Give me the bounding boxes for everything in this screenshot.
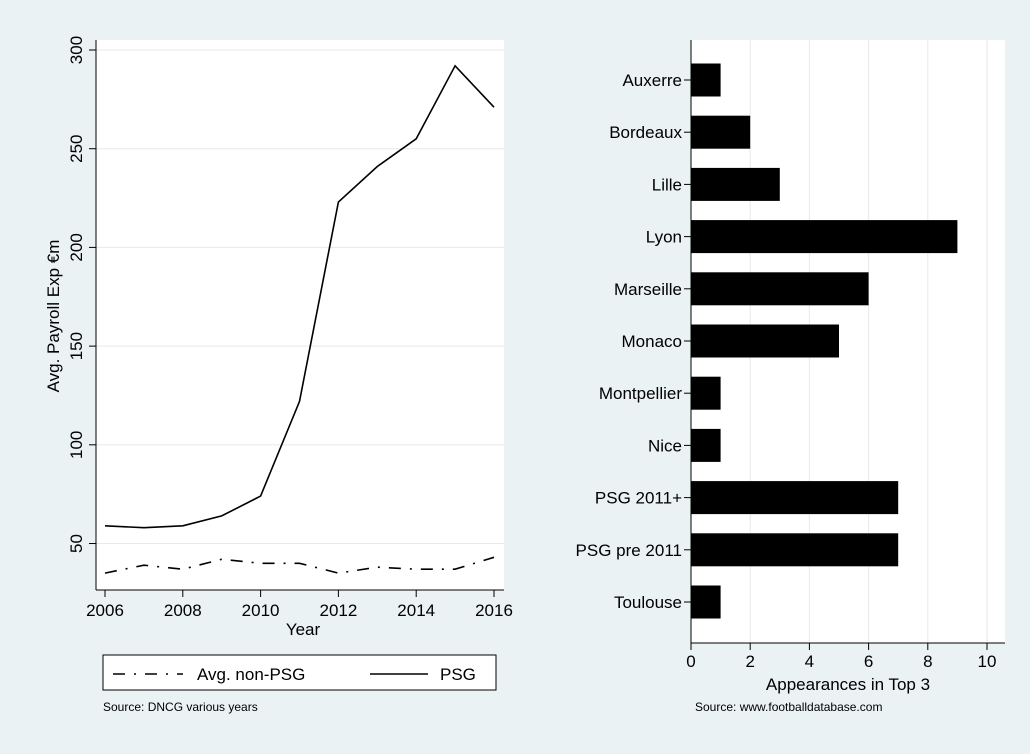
legend-label-psg: PSG [440,665,476,684]
line-y-ticks: 50 100 150 200 250 300 [67,36,96,553]
bar-x-axis-title: Appearances in Top 3 [766,675,930,694]
line-x-tick-label: 2010 [242,601,280,620]
line-chart-grid [96,49,504,545]
bar-category-labels: Auxerre Bordeaux Lille Lyon Marseille Monaco M… [576,71,691,612]
bar-monaco [691,324,839,358]
line-y-tick-label: 100 [67,431,86,459]
bar-category-label: Nice [648,436,682,455]
bar-x-tick-label: 2 [745,652,754,671]
non-psg-series-line [104,556,495,574]
line-x-ticks: 2006 2008 2010 2012 2014 2016 [86,590,513,620]
bar-x-tick-label: 0 [686,652,695,671]
line-y-tick-label: 200 [67,233,86,261]
bar-marks [691,63,958,619]
bar-category-label: Lille [652,175,682,194]
bar-lille [691,167,780,201]
bar-source-note: Source: www.footballdatabase.com [695,700,882,714]
line-series-group [104,64,495,574]
bar-category-label: PSG 2011+ [595,489,682,508]
bar-category-label: Toulouse [614,593,682,612]
line-x-tick-label: 2006 [86,601,124,620]
line-x-tick-label: 2012 [319,601,357,620]
bar-category-label: Marseille [614,280,682,299]
line-plot-area [96,40,504,590]
bar-x-tick-label: 6 [864,652,873,671]
bar-montpellier [691,376,721,410]
bar-category-label: Auxerre [622,71,682,90]
legend-label-non-psg: Avg. non-PSG [197,665,305,684]
bar-auxerre [691,63,721,97]
psg-series-line [104,64,495,529]
bar-x-tick-label: 8 [923,652,932,671]
bar-category-label: PSG pre 2011 [576,541,682,560]
line-y-tick-label: 150 [67,332,86,360]
bar-bordeaux [691,115,751,149]
line-x-tick-label: 2016 [475,601,513,620]
bar-x-tick-label: 10 [978,652,997,671]
line-y-tick-label: 300 [67,36,86,64]
line-y-tick-label: 250 [67,135,86,163]
line-x-tick-label: 2008 [164,601,202,620]
bar-category-label: Lyon [646,228,682,247]
line-x-tick-label: 2014 [397,601,435,620]
legend-box [102,654,497,691]
bar-psg-pre-2011 [691,533,899,567]
line-source-note: Source: DNCG various years [103,700,258,714]
top3-bar-chart: Auxerre Bordeaux Lille Lyon Marseille Monaco M… [576,40,1005,714]
bar-lyon [691,220,958,254]
line-y-tick-label: 50 [67,534,86,553]
bar-x-ticks: 0 2 4 6 8 10 [686,643,996,671]
line-y-axis-title: Avg. Payroll Exp €m [44,240,63,393]
bar-toulouse [691,585,721,619]
bar-x-tick-label: 4 [805,652,814,671]
bar-psg-2011- [691,481,899,515]
line-x-axis-title: Year [286,620,321,639]
bar-category-label: Bordeaux [609,123,682,142]
bar-marseille [691,272,869,306]
bar-category-label: Montpellier [599,384,682,403]
line-legend: Avg. non-PSG PSG [102,654,497,691]
bar-category-label: Monaco [622,332,682,351]
bar-nice [691,428,721,462]
